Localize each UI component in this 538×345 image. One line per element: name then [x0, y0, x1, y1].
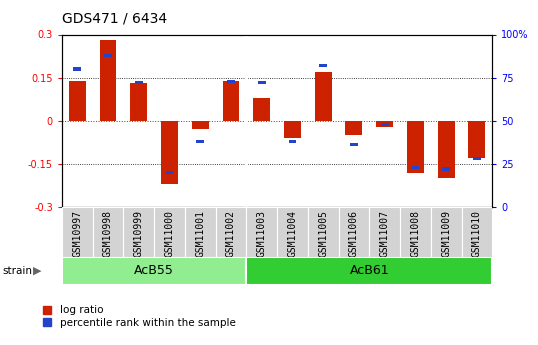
- Text: GSM11005: GSM11005: [318, 209, 328, 256]
- Text: GSM11001: GSM11001: [195, 209, 205, 256]
- Bar: [431, 207, 462, 257]
- Bar: [216, 207, 246, 257]
- Text: GSM11002: GSM11002: [226, 209, 236, 256]
- Bar: [284, 121, 301, 138]
- Bar: [123, 207, 154, 257]
- Bar: [73, 68, 81, 71]
- Text: AcB61: AcB61: [350, 264, 389, 277]
- Bar: [469, 121, 485, 158]
- Bar: [192, 121, 209, 129]
- Bar: [227, 79, 235, 82]
- Bar: [135, 81, 143, 84]
- Bar: [277, 207, 308, 257]
- Text: AcB55: AcB55: [134, 264, 174, 277]
- Bar: [376, 121, 393, 127]
- Bar: [407, 121, 424, 172]
- Text: GSM11006: GSM11006: [349, 209, 359, 256]
- Bar: [223, 80, 239, 121]
- Bar: [161, 121, 178, 184]
- Bar: [130, 83, 147, 121]
- Bar: [442, 168, 450, 170]
- Text: GSM11000: GSM11000: [165, 209, 174, 256]
- Text: GSM11010: GSM11010: [472, 209, 482, 256]
- Bar: [258, 81, 266, 84]
- Bar: [166, 171, 173, 174]
- Text: strain: strain: [3, 266, 33, 276]
- Bar: [253, 98, 270, 121]
- Text: GSM10999: GSM10999: [134, 209, 144, 256]
- Bar: [381, 123, 388, 126]
- Text: GSM11008: GSM11008: [410, 209, 420, 256]
- Bar: [185, 207, 216, 257]
- Bar: [400, 207, 431, 257]
- Text: GSM11009: GSM11009: [441, 209, 451, 256]
- Bar: [93, 207, 123, 257]
- Bar: [369, 207, 400, 257]
- Bar: [320, 64, 327, 67]
- Text: GSM11004: GSM11004: [287, 209, 298, 256]
- Bar: [196, 140, 204, 143]
- Bar: [62, 207, 93, 257]
- Text: GSM11003: GSM11003: [257, 209, 267, 256]
- Bar: [438, 121, 455, 178]
- Bar: [100, 40, 116, 121]
- Bar: [288, 140, 296, 143]
- Bar: [104, 53, 112, 57]
- Bar: [246, 257, 492, 285]
- Text: GSM10997: GSM10997: [72, 209, 82, 256]
- Bar: [338, 207, 369, 257]
- Bar: [308, 207, 338, 257]
- Bar: [345, 121, 363, 135]
- Bar: [412, 166, 419, 169]
- Bar: [246, 207, 277, 257]
- Bar: [473, 157, 481, 160]
- Text: GSM11007: GSM11007: [380, 209, 390, 256]
- Text: ▶: ▶: [33, 266, 42, 276]
- Bar: [154, 207, 185, 257]
- Bar: [62, 257, 246, 285]
- Bar: [69, 80, 86, 121]
- Text: GDS471 / 6434: GDS471 / 6434: [62, 12, 167, 26]
- Bar: [315, 72, 331, 121]
- Legend: log ratio, percentile rank within the sample: log ratio, percentile rank within the sa…: [43, 305, 236, 328]
- Bar: [350, 144, 358, 146]
- Bar: [462, 207, 492, 257]
- Text: GSM10998: GSM10998: [103, 209, 113, 256]
